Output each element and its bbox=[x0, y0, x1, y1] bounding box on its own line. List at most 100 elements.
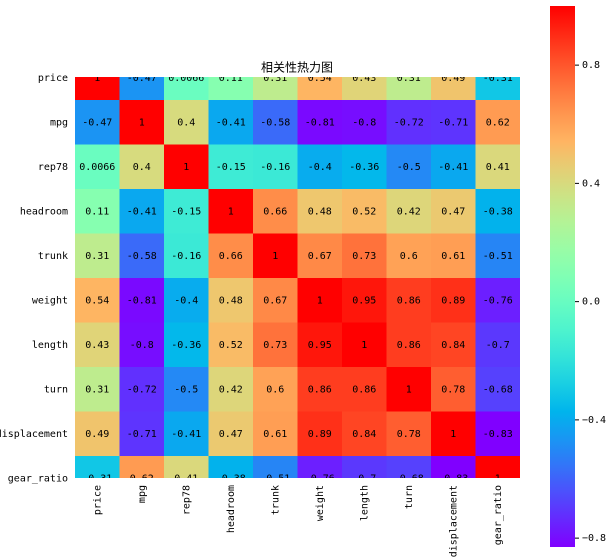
heatmap-cell bbox=[431, 233, 476, 279]
cell-value: -0.58 bbox=[127, 251, 157, 262]
cell-value: -0.68 bbox=[483, 384, 513, 395]
heatmap-cell bbox=[297, 100, 343, 145]
heatmap-cell bbox=[297, 233, 343, 279]
heatmap-cell bbox=[431, 144, 476, 190]
cell-value: 0.0066 bbox=[168, 73, 204, 84]
heatmap-cell bbox=[342, 367, 387, 412]
cell-value: -0.47 bbox=[127, 73, 157, 84]
cell-value: 0.31 bbox=[263, 73, 287, 84]
heatmap-cell bbox=[297, 322, 343, 368]
cell-value: 0.86 bbox=[308, 384, 332, 395]
heatmap-cell bbox=[297, 456, 343, 478]
cell-value: 0.41 bbox=[486, 162, 510, 173]
heatmap-cell bbox=[253, 456, 298, 478]
heatmap-cell bbox=[297, 77, 343, 101]
cell-value: 0.0066 bbox=[79, 162, 115, 173]
cell-value: -0.16 bbox=[260, 162, 290, 173]
cell-value: 1 bbox=[495, 473, 501, 484]
heatmap-cell bbox=[75, 322, 120, 368]
cell-value: 0.4 bbox=[133, 162, 151, 173]
colorbar-tick-label: −0.4 bbox=[582, 415, 606, 426]
heatmap-cell bbox=[431, 456, 476, 478]
heatmap-cell bbox=[164, 100, 209, 145]
cell-value: -0.4 bbox=[308, 162, 332, 173]
heatmap-cell bbox=[386, 322, 432, 368]
x-tick-label: weight bbox=[315, 485, 326, 521]
heatmap-cell bbox=[475, 278, 520, 323]
heatmap-cell bbox=[342, 456, 387, 478]
heatmap-cell bbox=[253, 189, 298, 234]
cell-value: -0.47 bbox=[82, 117, 112, 128]
cell-value: 1 bbox=[139, 117, 145, 128]
cell-value: 0.54 bbox=[308, 73, 332, 84]
heatmap-cell bbox=[119, 411, 165, 457]
heatmap-cell bbox=[208, 100, 254, 145]
cell-value: 0.43 bbox=[85, 340, 109, 351]
cell-value: -0.8 bbox=[130, 340, 154, 351]
chart-title: 相关性热力图 bbox=[261, 61, 333, 75]
heatmap-cell bbox=[208, 233, 254, 279]
heatmap-cell bbox=[119, 322, 165, 368]
cell-value: 0.41 bbox=[174, 473, 198, 484]
cell-value: -0.51 bbox=[260, 473, 290, 484]
heatmap-cell bbox=[75, 77, 120, 101]
x-tick-label: trunk bbox=[270, 485, 281, 515]
cell-value: 0.47 bbox=[441, 206, 465, 217]
heatmap-cell bbox=[475, 367, 520, 412]
heatmap-cell bbox=[208, 456, 254, 478]
heatmap-cells bbox=[75, 77, 520, 478]
cell-value: 0.61 bbox=[263, 429, 287, 440]
cell-value: 0.62 bbox=[130, 473, 154, 484]
heatmap-cell bbox=[431, 100, 476, 145]
cell-value: 0.86 bbox=[397, 295, 421, 306]
cell-value: 0.49 bbox=[85, 429, 109, 440]
cell-value: -0.38 bbox=[483, 206, 513, 217]
heatmap-cell bbox=[164, 322, 209, 368]
y-tick-label: gear_ratio bbox=[8, 473, 68, 484]
y-tick-label: rep78 bbox=[38, 162, 68, 173]
y-tick-label: headroom bbox=[20, 206, 68, 217]
heatmap-cell bbox=[164, 233, 209, 279]
heatmap-cell bbox=[164, 367, 209, 412]
cell-value: 0.62 bbox=[486, 117, 510, 128]
cell-value: -0.83 bbox=[483, 429, 513, 440]
heatmap-cell bbox=[75, 367, 120, 412]
heatmap-cell bbox=[164, 278, 209, 323]
heatmap-cell bbox=[475, 322, 520, 368]
cell-value: 0.61 bbox=[441, 251, 465, 262]
y-tick-label: length bbox=[32, 340, 68, 351]
cell-value: 0.42 bbox=[397, 206, 421, 217]
heatmap-cell bbox=[475, 77, 520, 101]
cell-value: -0.8 bbox=[352, 117, 376, 128]
cell-value: 0.11 bbox=[85, 206, 109, 217]
heatmap-cell bbox=[75, 100, 120, 145]
heatmap-cell bbox=[386, 189, 432, 234]
heatmap-cell bbox=[75, 189, 120, 234]
heatmap-cell bbox=[208, 411, 254, 457]
heatmap-cell bbox=[253, 77, 298, 101]
heatmap-cell bbox=[297, 367, 343, 412]
cell-value: 0.43 bbox=[352, 73, 376, 84]
heatmap-cell bbox=[119, 77, 165, 101]
heatmap-cell bbox=[208, 189, 254, 234]
cell-value: 0.52 bbox=[352, 206, 376, 217]
cell-value: -0.7 bbox=[352, 473, 376, 484]
heatmap-cell bbox=[119, 367, 165, 412]
cell-value: 0.31 bbox=[85, 384, 109, 395]
cell-value: 1 bbox=[361, 340, 367, 351]
y-tick-label: turn bbox=[44, 384, 68, 395]
cell-value: 0.47 bbox=[219, 429, 243, 440]
heatmap-cell bbox=[342, 77, 387, 101]
cell-value: -0.81 bbox=[127, 295, 157, 306]
cell-value: -0.76 bbox=[305, 473, 335, 484]
cell-value: 0.66 bbox=[263, 206, 287, 217]
heatmap-cell bbox=[253, 144, 298, 190]
heatmap-cell bbox=[386, 367, 432, 412]
heatmap-cell bbox=[342, 144, 387, 190]
cell-value: 0.31 bbox=[397, 73, 421, 84]
cell-value: 1 bbox=[317, 295, 323, 306]
cell-value: 0.6 bbox=[400, 251, 418, 262]
cell-value: -0.31 bbox=[82, 473, 112, 484]
cell-value: -0.5 bbox=[397, 162, 421, 173]
cell-value: 0.84 bbox=[352, 429, 376, 440]
